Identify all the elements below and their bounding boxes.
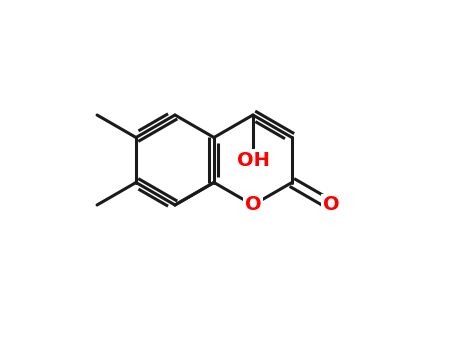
Text: OH: OH [237, 150, 269, 169]
Text: O: O [245, 196, 261, 215]
Text: O: O [323, 196, 339, 215]
